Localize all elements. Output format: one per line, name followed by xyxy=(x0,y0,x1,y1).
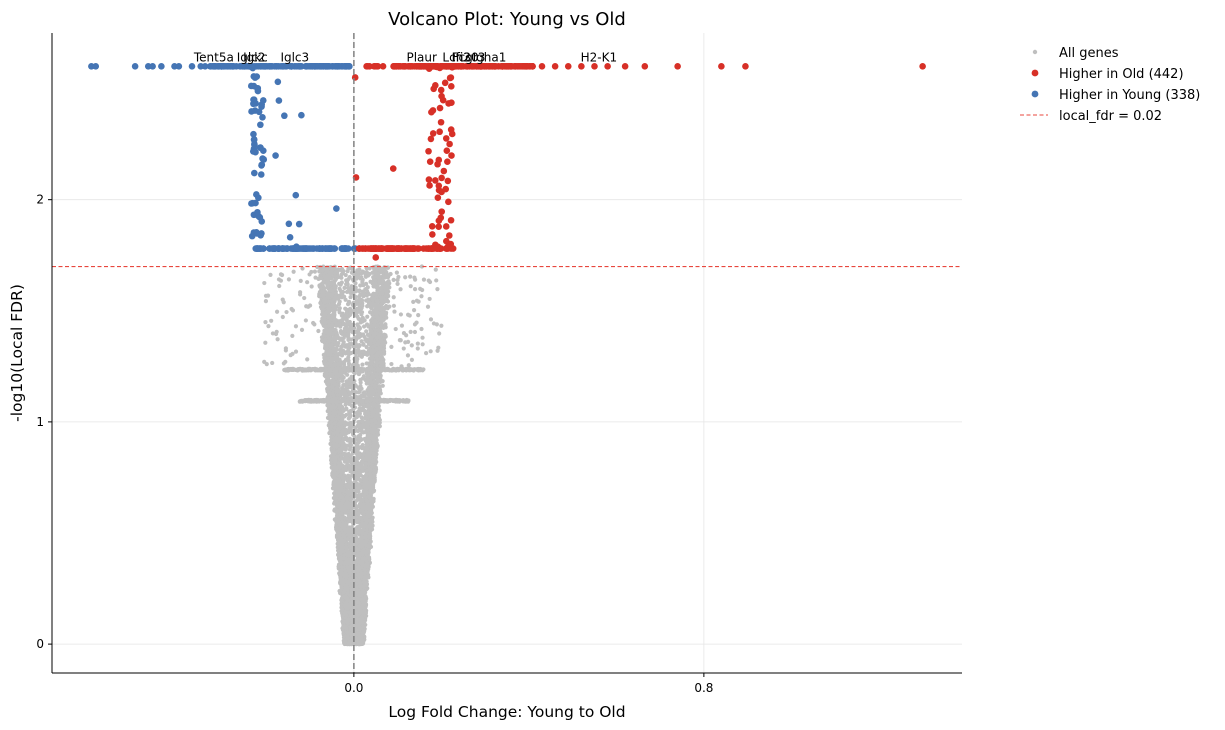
gene-point xyxy=(364,361,369,366)
gene-point xyxy=(339,313,344,318)
gene-point xyxy=(364,345,369,350)
gene-point xyxy=(360,362,365,367)
gene-point xyxy=(343,447,348,452)
gene-point xyxy=(332,310,337,315)
gene-point xyxy=(345,269,350,274)
gene-point xyxy=(348,350,354,356)
gene-point xyxy=(343,306,348,311)
gene-point xyxy=(339,272,344,277)
gene-point xyxy=(364,266,369,271)
gene-point xyxy=(346,337,351,342)
gene-point xyxy=(365,314,370,319)
gene-point xyxy=(365,332,371,338)
gene-point xyxy=(361,283,366,288)
gene-point xyxy=(331,306,336,312)
gene-point xyxy=(357,411,362,416)
gene-point xyxy=(363,274,369,279)
gene-point xyxy=(343,297,348,302)
gene-point xyxy=(356,288,362,293)
gene-point xyxy=(359,415,364,420)
gene-point xyxy=(348,294,353,300)
gene-point xyxy=(358,283,363,288)
all-genes-points xyxy=(262,264,444,647)
gene-point xyxy=(360,279,365,285)
gene-point xyxy=(383,299,388,304)
gene-point xyxy=(364,329,369,334)
gene-point xyxy=(380,383,385,388)
gene-point xyxy=(349,270,355,275)
gene-point xyxy=(360,376,365,381)
gene-point xyxy=(342,285,347,290)
grid-layer xyxy=(52,33,962,673)
gene-point xyxy=(343,272,348,278)
gene-point xyxy=(346,346,351,352)
